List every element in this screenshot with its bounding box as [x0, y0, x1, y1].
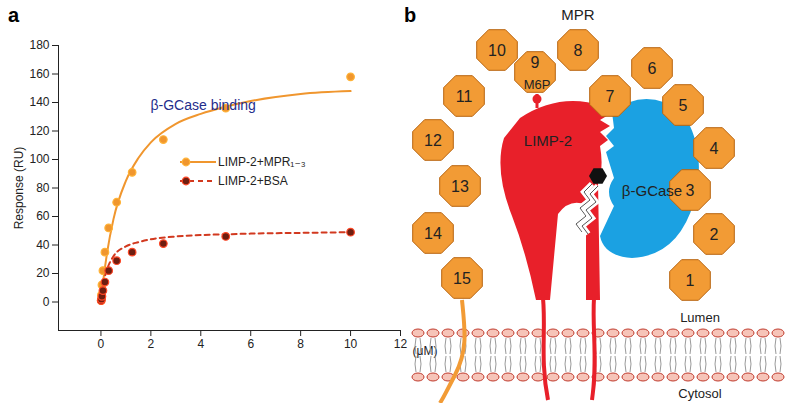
svg-text:1: 1	[686, 272, 695, 289]
svg-text:LIMP-2: LIMP-2	[524, 132, 572, 149]
svg-text:6: 6	[648, 60, 657, 77]
html-text:LIMP-2+MPR₁₋₃: LIMP-2+MPR₁₋₃	[218, 154, 306, 169]
svg-text:11: 11	[456, 88, 473, 105]
svg-text:b: b	[404, 4, 416, 26]
svg-text:3: 3	[686, 182, 695, 199]
svg-text:10: 10	[344, 337, 358, 351]
svg-text:2: 2	[148, 337, 155, 351]
svg-text:13: 13	[451, 178, 469, 195]
svg-text:6: 6	[247, 337, 254, 351]
svg-text:2: 2	[710, 226, 719, 243]
svg-text:12: 12	[394, 337, 408, 351]
svg-text:4: 4	[197, 337, 204, 351]
svg-text:0: 0	[98, 337, 105, 351]
svg-text:5: 5	[679, 97, 688, 114]
svg-text:MPR: MPR	[561, 6, 595, 23]
svg-text:180: 180	[29, 38, 49, 52]
svg-text:9: 9	[531, 54, 540, 71]
svg-text:8: 8	[574, 42, 583, 59]
svg-text:60: 60	[36, 209, 50, 223]
svg-text:20: 20	[36, 266, 50, 280]
svg-text:120: 120	[29, 124, 49, 138]
svg-text:Response (RU): Response (RU)	[12, 147, 26, 230]
svg-text:8: 8	[297, 337, 304, 351]
svg-text:M6P: M6P	[524, 77, 551, 92]
svg-text:β-GCase binding: β-GCase binding	[151, 97, 256, 113]
svg-text:0: 0	[43, 295, 50, 309]
html-text:LIMP-2+BSA: LIMP-2+BSA	[218, 173, 288, 188]
svg-text:140: 140	[29, 95, 49, 109]
svg-text:Lumen: Lumen	[680, 310, 720, 325]
svg-text:15: 15	[453, 270, 471, 287]
svg-text:(μM): (μM)	[413, 344, 438, 358]
svg-text:Cytosol: Cytosol	[678, 386, 721, 401]
svg-text:40: 40	[36, 238, 50, 252]
svg-text:160: 160	[29, 67, 49, 81]
svg-text:β-GCase: β-GCase	[622, 182, 682, 199]
svg-text:100: 100	[29, 152, 49, 166]
svg-text:7: 7	[606, 88, 615, 105]
svg-text:10: 10	[488, 42, 506, 59]
svg-text:4: 4	[710, 140, 719, 157]
svg-text:a: a	[8, 4, 20, 26]
svg-text:80: 80	[36, 181, 50, 195]
svg-text:14: 14	[424, 225, 442, 242]
svg-text:12: 12	[424, 132, 442, 149]
